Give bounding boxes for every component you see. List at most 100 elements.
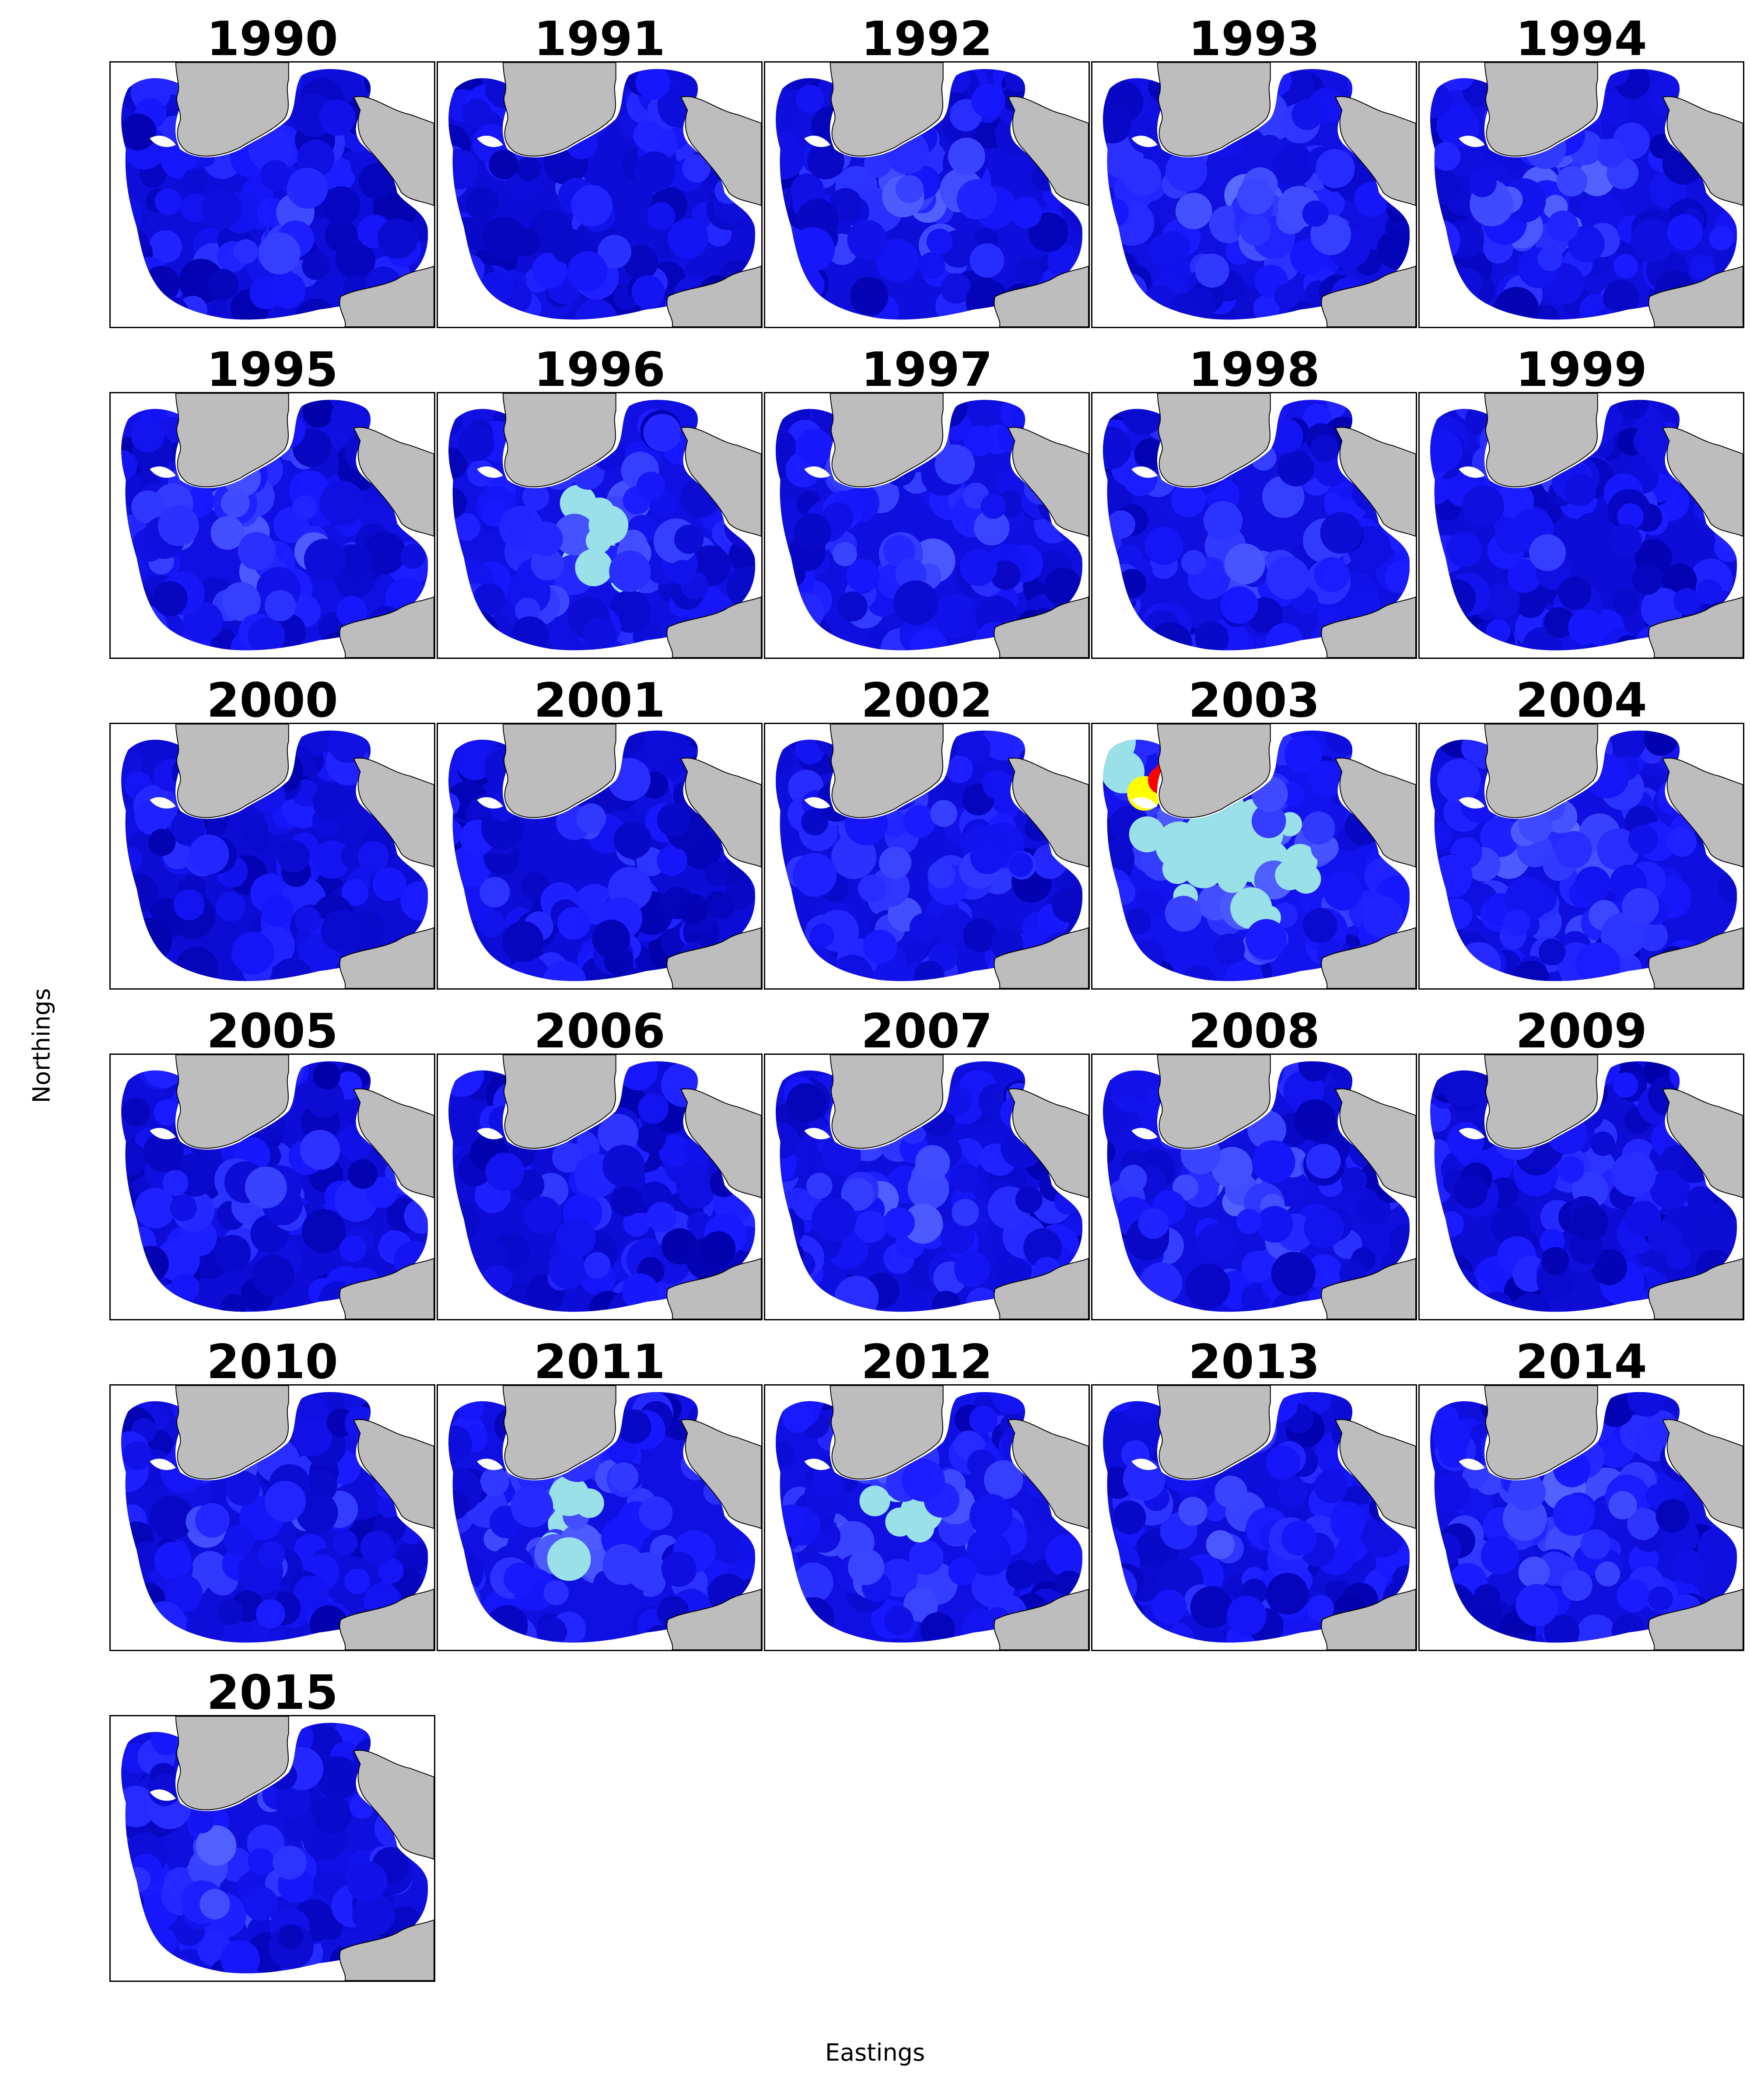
land-ireland [1484,1386,1598,1480]
map-panel-2008: 2008 [1091,1008,1417,1320]
survey-cell [841,1178,875,1211]
survey-cell [980,494,1006,519]
land-wales [1335,757,1416,868]
land-brittany [339,266,434,327]
survey-cell [809,923,834,948]
survey-cell [854,1211,887,1243]
panel-title: 1994 [1516,12,1647,66]
survey-cell [378,1558,404,1583]
survey-cell [948,137,985,175]
panel-title: 2010 [206,1335,338,1390]
land-wales [1008,1419,1088,1529]
survey-cell [1608,1491,1637,1519]
survey-cell [448,1580,481,1619]
survey-cell [264,590,296,622]
panel-title: 2005 [206,1004,338,1059]
land-ireland [502,1055,616,1149]
survey-cell [1590,1131,1615,1156]
panel-title: 1999 [1516,343,1647,397]
survey-cell [1617,503,1644,530]
survey-cell [616,1409,651,1444]
survey-cell [1271,1252,1316,1296]
land-ireland [1484,393,1598,487]
survey-cell [1529,534,1566,571]
land-wales [1008,427,1088,537]
survey-cell [196,1825,237,1866]
survey-cell [553,514,595,556]
land-brittany [339,1919,434,1981]
land-brittany [1321,1589,1416,1650]
survey-cell [511,228,540,257]
survey-cell [256,1599,285,1629]
survey-cell [1571,512,1615,557]
survey-cell [258,232,301,275]
survey-cell [1667,827,1697,857]
survey-cell [613,821,652,859]
survey-cell [1558,1156,1584,1183]
survey-cell [776,1122,800,1159]
survey-cell [448,254,462,282]
hotspot-cell [1186,834,1225,874]
survey-cell [448,1619,472,1643]
survey-cell [182,168,207,194]
survey-cell [1718,870,1737,903]
survey-cell [1281,1520,1317,1556]
survey-cell [970,1494,1013,1537]
survey-cell [511,1485,553,1528]
land-wales [1662,757,1743,868]
survey-cell [262,894,294,927]
survey-cell [1437,579,1476,618]
survey-cell [556,1218,596,1258]
survey-cell [301,1209,346,1253]
map-frame [764,61,1090,328]
survey-cell [128,1582,166,1620]
survey-cell [452,946,484,978]
survey-cell [1112,1500,1146,1534]
survey-cell [400,881,428,921]
land-wales [1335,96,1416,206]
land-ireland [1484,63,1598,157]
survey-cell [1622,888,1659,925]
survey-cell [552,1142,583,1173]
survey-cell [448,1572,472,1610]
map-svg [776,724,1088,988]
survey-cell [674,525,704,554]
survey-cell [383,1061,427,1092]
white-inlet [804,466,830,478]
survey-cell [515,597,540,623]
survey-cell [658,1134,691,1167]
land-brittany [339,1589,434,1650]
survey-cell [133,1246,169,1282]
survey-cell [294,906,321,933]
survey-cell [1430,1248,1447,1273]
land-brittany [1321,1258,1416,1319]
survey-cell [448,1278,466,1312]
white-inlet [1131,797,1158,809]
survey-cell [1240,215,1271,246]
survey-cell [121,283,153,319]
survey-cell [932,1291,961,1312]
survey-cell [1304,1208,1344,1248]
land-ireland [175,393,289,487]
survey-cell [234,239,259,264]
map-panel-2006: 2006 [437,1008,763,1320]
survey-cell [1362,896,1404,938]
survey-cell [287,168,328,209]
survey-cell [903,1204,943,1244]
map-svg [1103,1386,1416,1650]
survey-cell [448,792,460,817]
survey-cell [776,1547,799,1577]
map-svg [121,393,434,658]
survey-cell [332,1530,358,1555]
survey-cell [217,1599,244,1625]
survey-cell [1377,229,1410,270]
survey-cell [162,1170,189,1196]
survey-cell [794,616,832,651]
survey-cell [1544,1614,1580,1643]
survey-cell [574,1488,604,1518]
survey-cell [1113,252,1138,277]
survey-cell [1515,587,1546,618]
survey-cell [448,1490,469,1520]
survey-cell [776,136,805,180]
survey-cell [859,1485,890,1516]
